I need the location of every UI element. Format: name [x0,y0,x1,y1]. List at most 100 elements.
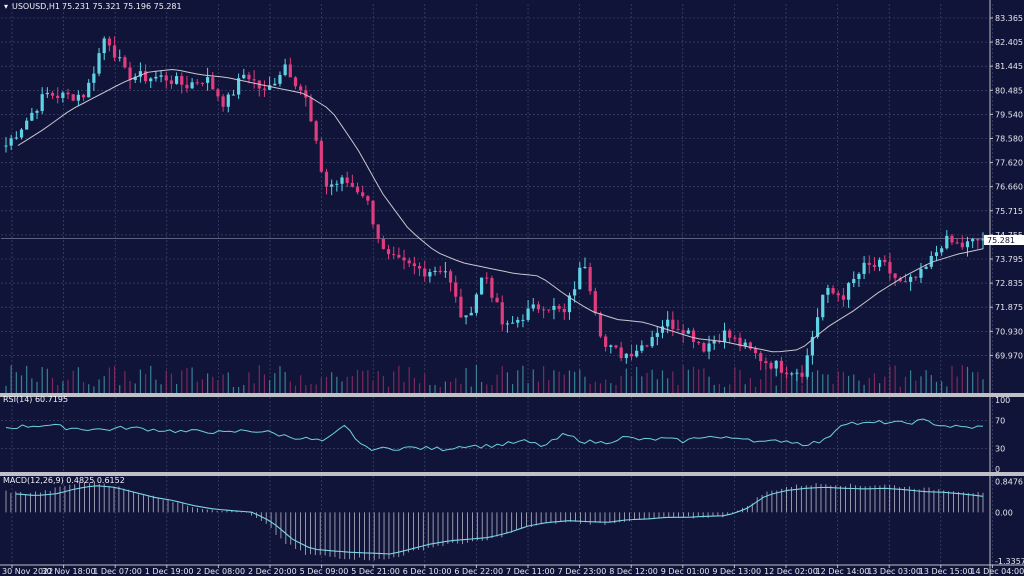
candle-body[interactable] [412,263,416,267]
candle-body[interactable] [505,323,510,325]
candle-body[interactable] [154,76,158,79]
candle-body[interactable] [474,294,479,313]
candle-body[interactable] [262,88,267,90]
candle-body[interactable] [283,64,287,75]
candle-body[interactable] [14,137,18,139]
candle-body[interactable] [536,304,541,310]
candle-body[interactable] [914,276,918,278]
candle-body[interactable] [614,345,618,348]
candle-body[interactable] [102,38,106,54]
candle-body[interactable] [386,249,391,255]
candle-body[interactable] [185,84,189,89]
candle-body[interactable] [738,337,742,347]
candle-body[interactable] [857,273,861,279]
candle-body[interactable] [660,326,665,333]
candle-body[interactable] [143,71,148,82]
candle-body[interactable] [743,342,747,347]
candle-body[interactable] [149,78,153,82]
candle-body[interactable] [485,277,489,279]
candle-body[interactable] [366,196,370,201]
candle-body[interactable] [293,77,298,87]
candle-body[interactable] [376,224,380,239]
candle-body[interactable] [971,238,975,242]
candle-body[interactable] [56,95,60,99]
candle-body[interactable] [676,329,680,331]
candle-body[interactable] [81,94,86,98]
candle-body[interactable] [852,278,856,284]
candle-body[interactable] [355,186,360,193]
candle-body[interactable] [769,362,773,369]
candle-body[interactable] [666,319,670,327]
candle-body[interactable] [226,94,230,107]
candle-body[interactable] [278,74,282,84]
candle-body[interactable] [846,283,851,300]
candle-body[interactable] [934,252,939,256]
candle-body[interactable] [919,268,923,278]
candle-body[interactable] [231,94,236,96]
candle-body[interactable] [324,171,329,187]
candle-body[interactable] [35,111,39,113]
candle-body[interactable] [4,145,8,147]
candle-body[interactable] [443,271,447,273]
candle-body[interactable] [454,282,458,297]
candle-body[interactable] [87,82,91,98]
candle-body[interactable] [573,289,577,296]
candle-body[interactable] [955,242,959,244]
candle-body[interactable] [340,177,344,184]
candle-body[interactable] [645,345,649,347]
candle-body[interactable] [604,336,608,347]
candle-body[interactable] [878,259,882,267]
candle-body[interactable] [624,353,628,359]
candle-body[interactable] [19,129,24,138]
candle-body[interactable] [748,342,752,349]
candle-body[interactable] [583,266,587,268]
candle-body[interactable] [288,64,292,78]
candle-body[interactable] [728,330,732,338]
candle-body[interactable] [516,319,520,323]
candle-body[interactable] [650,336,654,347]
candle-body[interactable] [784,372,789,375]
candle-body[interactable] [557,305,561,309]
candle-body[interactable] [350,182,354,187]
candle-body[interactable] [815,317,820,337]
candle-body[interactable] [779,360,783,373]
candle-body[interactable] [273,83,277,86]
candle-body[interactable] [133,76,137,80]
candle-body[interactable] [252,79,256,81]
candle-body[interactable] [893,273,897,279]
candle-body[interactable] [681,330,685,334]
candle-body[interactable] [635,350,639,357]
candle-body[interactable] [206,77,210,83]
candle-body[interactable] [774,360,778,369]
candle-body[interactable] [836,293,840,296]
candle-body[interactable] [826,287,830,295]
candle-body[interactable] [299,86,303,91]
candle-body[interactable] [397,254,401,258]
candle-body[interactable] [655,332,659,337]
candle-body[interactable] [567,295,572,313]
candle-body[interactable] [428,272,432,277]
candle-body[interactable] [392,254,396,256]
candle-body[interactable] [790,373,794,375]
candle-body[interactable] [438,270,442,272]
candle-body[interactable] [707,343,711,352]
candle-body[interactable] [929,255,933,267]
candle-body[interactable] [335,183,339,185]
candle-body[interactable] [903,281,908,283]
candle-body[interactable] [531,304,535,309]
candle-body[interactable] [417,266,422,269]
candle-body[interactable] [609,345,613,347]
candle-body[interactable] [164,75,168,81]
panel-separator[interactable] [0,393,1024,397]
candle-body[interactable] [211,77,215,90]
candle-body[interactable] [521,319,525,321]
price-candles[interactable] [4,36,985,384]
candle-body[interactable] [118,57,122,59]
candle-body[interactable] [965,241,970,248]
candle-body[interactable] [552,305,556,310]
candle-body[interactable] [872,264,877,267]
candle-body[interactable] [174,76,179,84]
candle-body[interactable] [981,239,985,241]
candle-body[interactable] [200,82,205,84]
candle-body[interactable] [221,96,225,107]
